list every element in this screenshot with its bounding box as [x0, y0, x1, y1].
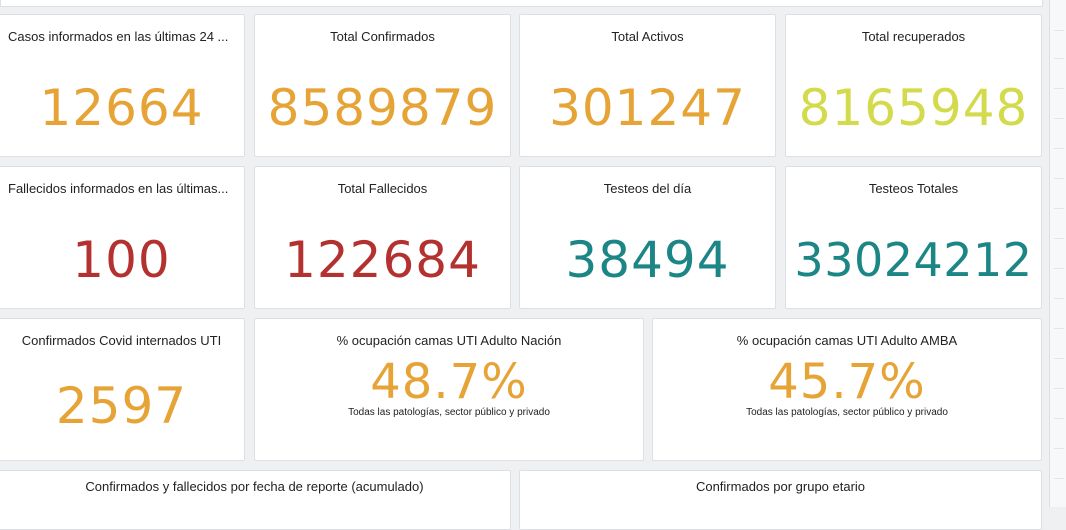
card-tests-total[interactable]: Testeos Totales 33024212 — [785, 166, 1042, 309]
card-value: 301247 — [549, 79, 746, 137]
card-value: 45.7% — [768, 354, 926, 410]
card-title: Fallecidos informados en las últimas... — [8, 181, 229, 196]
card-uti-confirmed[interactable]: Confirmados Covid internados UTI 2597 — [0, 318, 245, 461]
card-title: % ocupación camas UTI Adulto Nación — [336, 333, 562, 348]
card-total-recovered[interactable]: Total recuperados 8165948 — [785, 14, 1042, 157]
card-note: Todas las patologías, sector público y p… — [746, 407, 948, 418]
card-value: 8589879 — [267, 79, 498, 137]
card-value: 100 — [72, 231, 171, 289]
card-title: Testeos Totales — [868, 181, 959, 196]
card-value: 8165948 — [798, 79, 1029, 137]
card-total-deaths[interactable]: Total Fallecidos 122684 — [254, 166, 511, 309]
right-scroll-area[interactable] — [1049, 0, 1066, 507]
card-cases-24h[interactable]: Casos informados en las últimas 24 ... 1… — [0, 14, 245, 157]
card-value: 2597 — [55, 377, 188, 435]
card-total-confirmed[interactable]: Total Confirmados 8589879 — [254, 14, 511, 157]
card-tests-day[interactable]: Testeos del día 38494 — [519, 166, 776, 309]
card-uti-nacion[interactable]: % ocupación camas UTI Adulto Nación 48.7… — [254, 318, 644, 461]
card-title: Total Fallecidos — [337, 181, 428, 196]
card-value: 38494 — [565, 231, 730, 289]
card-value: 33024212 — [794, 233, 1033, 287]
card-uti-amba[interactable]: % ocupación camas UTI Adulto AMBA 45.7% … — [652, 318, 1042, 461]
panel-title: Confirmados y fallecidos por fecha de re… — [85, 479, 424, 494]
card-value: 48.7% — [370, 354, 528, 410]
card-title: Total Confirmados — [330, 29, 435, 44]
card-title: Total Activos — [611, 29, 684, 44]
card-value: 122684 — [284, 231, 481, 289]
panel-age-group-chart[interactable]: Confirmados por grupo etario — [519, 470, 1042, 530]
card-value: 12664 — [39, 79, 204, 137]
card-title: Total recuperados — [861, 29, 966, 44]
top-panel-edge — [0, 0, 1043, 7]
card-total-active[interactable]: Total Activos 301247 — [519, 14, 776, 157]
card-title: Testeos del día — [603, 181, 692, 196]
card-title: Casos informados en las últimas 24 ... — [8, 29, 229, 44]
panel-confirmed-deaths-chart[interactable]: Confirmados y fallecidos por fecha de re… — [0, 470, 511, 530]
card-note: Todas las patologías, sector público y p… — [348, 407, 550, 418]
panel-title: Confirmados por grupo etario — [695, 479, 866, 494]
card-title: Confirmados Covid internados UTI — [21, 333, 222, 348]
card-title: % ocupación camas UTI Adulto AMBA — [736, 333, 958, 348]
card-deaths-24h[interactable]: Fallecidos informados en las últimas... … — [0, 166, 245, 309]
